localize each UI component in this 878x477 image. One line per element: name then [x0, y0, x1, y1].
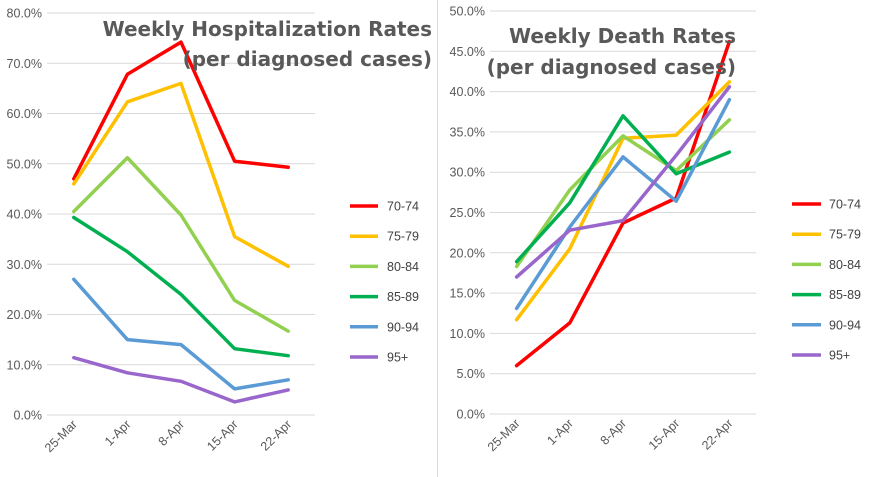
death-chart-title: (per diagnosed cases) — [487, 55, 736, 79]
death-series-line-90-94 — [514, 97, 732, 311]
hosp-y-tick-label: 40.0% — [7, 208, 42, 222]
death-chart-title: Weekly Death Rates — [509, 24, 736, 48]
death-legend-label: 70-74 — [829, 198, 861, 212]
hosp-y-tick-label: 50.0% — [7, 157, 42, 171]
death-legend-label: 80-84 — [829, 258, 861, 272]
death-y-tick-label: 20.0% — [450, 246, 485, 260]
death-legend-label: 95+ — [829, 349, 850, 363]
death-series-line-80-84 — [514, 118, 732, 269]
death-y-tick-label: 15.0% — [450, 287, 485, 301]
hosp-series-line-85-89 — [72, 215, 290, 358]
hosp-series-line-70-74 — [72, 40, 290, 181]
hosp-legend-label: 95+ — [387, 351, 408, 365]
hosp-x-tick-label: 1-Apr — [102, 417, 134, 449]
death-chart: 0.0% 5.0% 10.0% 15.0% 20.0% 25.0% 30.0% 35.0% 40… — [450, 5, 861, 455]
death-legend-label: 90-94 — [829, 318, 861, 332]
death-y-tick-label: 25.0% — [450, 206, 485, 220]
death-series-line-70-74 — [514, 39, 732, 368]
death-y-tick-label: 45.0% — [450, 45, 485, 59]
death-x-tick-label: 1-Apr — [544, 416, 576, 448]
hosp-y-tick-label: 80.0% — [7, 7, 42, 21]
hosp-y-tick-label: 70.0% — [7, 57, 42, 71]
death-y-tick-label: 5.0% — [457, 367, 486, 381]
hosp-series-line-75-79 — [72, 81, 290, 269]
death-y-tick-label: 40.0% — [450, 85, 485, 99]
death-x-tick-label: 22-Apr — [699, 416, 735, 452]
hosp-chart-title: Weekly Hospitalization Rates — [103, 17, 432, 41]
death-y-tick-label: 30.0% — [450, 166, 485, 180]
hosp-legend-label: 75-79 — [387, 230, 419, 244]
death-y-tick-label: 35.0% — [450, 125, 485, 139]
death-series-line-95+ — [514, 85, 732, 279]
hosp-legend-label: 80-84 — [387, 260, 419, 274]
death-y-tick-label: 0.0% — [457, 408, 486, 422]
hosp-series-line-95+ — [72, 355, 290, 404]
hosp-series-line-80-84 — [72, 155, 290, 333]
hosp-x-tick-label: 8-Apr — [156, 417, 188, 449]
hosp-legend-label: 90-94 — [387, 320, 419, 334]
hosp-series-line-90-94 — [72, 277, 290, 391]
hosp-y-tick-label: 60.0% — [7, 107, 42, 121]
hosp-chart-title: (per diagnosed cases) — [183, 47, 432, 71]
death-x-tick-label: 8-Apr — [598, 416, 630, 448]
hosp-y-tick-label: 10.0% — [7, 358, 42, 372]
hosp-x-tick-label: 15-Apr — [204, 417, 240, 453]
hosp-x-tick-label: 25-Mar — [42, 417, 80, 455]
hosp-legend-label: 85-89 — [387, 290, 419, 304]
death-legend-label: 85-89 — [829, 288, 861, 302]
death-y-tick-label: 10.0% — [450, 327, 485, 341]
death-x-tick-label: 15-Apr — [646, 416, 682, 452]
death-legend-label: 75-79 — [829, 228, 861, 242]
death-x-tick-label: 25-Mar — [485, 416, 523, 454]
hosp-y-tick-label: 20.0% — [7, 308, 42, 322]
hosp-y-tick-label: 0.0% — [14, 409, 43, 423]
hosp-x-tick-label: 22-Apr — [258, 417, 294, 453]
hosp-legend-label: 70-74 — [387, 200, 419, 214]
death-y-tick-label: 50.0% — [450, 5, 485, 19]
hosp-y-tick-label: 30.0% — [7, 258, 42, 272]
hospitalization-chart: 0.0% 10.0% 20.0% 30.0% 40.0% 50.0% 60.0% 70.0% 8… — [7, 7, 432, 456]
